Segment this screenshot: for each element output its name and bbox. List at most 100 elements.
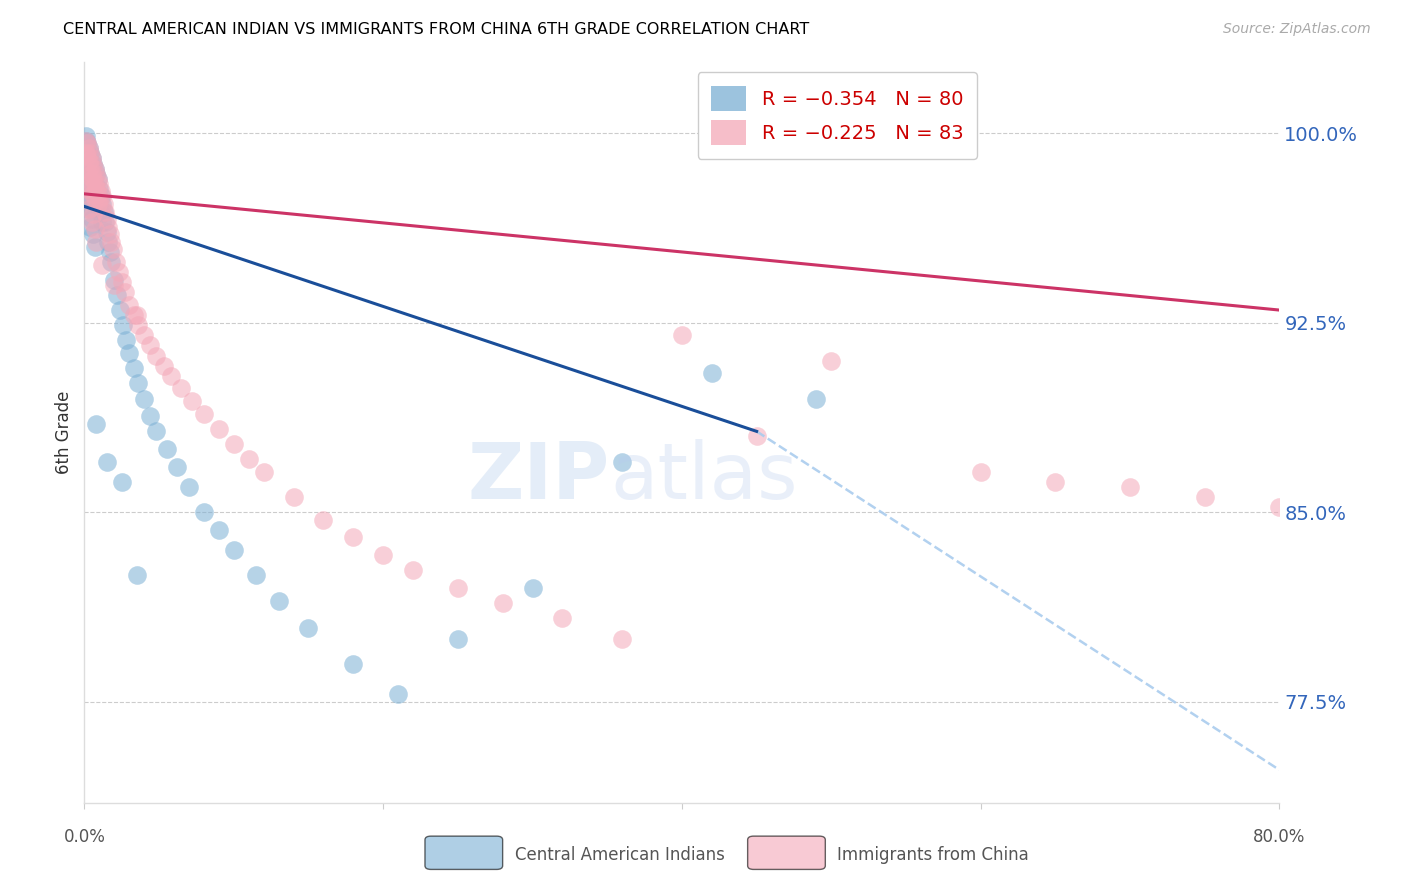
Point xyxy=(77,141,100,155)
Point xyxy=(98,227,121,242)
Point xyxy=(76,182,98,196)
Point xyxy=(76,164,98,178)
Point xyxy=(100,235,122,249)
Point xyxy=(101,243,124,257)
Point xyxy=(89,177,111,191)
Point xyxy=(132,392,156,406)
Point xyxy=(86,167,108,181)
Point xyxy=(115,334,138,348)
Point xyxy=(155,442,177,456)
Point xyxy=(79,174,101,188)
Point xyxy=(1268,500,1291,515)
FancyBboxPatch shape xyxy=(748,836,825,870)
Point xyxy=(447,632,470,646)
Text: ZIP: ZIP xyxy=(468,439,610,515)
Point xyxy=(90,199,112,213)
Point xyxy=(1194,490,1216,504)
Point xyxy=(79,219,101,234)
Point xyxy=(103,273,125,287)
Point xyxy=(80,182,103,196)
Point xyxy=(160,368,183,383)
Point xyxy=(447,581,470,595)
Point xyxy=(83,177,105,191)
Point xyxy=(118,346,141,360)
Point xyxy=(122,308,145,322)
Point xyxy=(177,480,200,494)
Point xyxy=(970,465,993,479)
Point xyxy=(83,161,105,176)
Point xyxy=(387,687,409,701)
Point xyxy=(91,189,114,203)
Point xyxy=(208,523,231,537)
Point xyxy=(87,171,110,186)
Point xyxy=(93,197,115,211)
Point xyxy=(91,258,114,272)
Point xyxy=(222,437,245,451)
Point xyxy=(75,146,97,161)
Point xyxy=(75,134,97,148)
Point xyxy=(82,156,104,170)
Point xyxy=(671,328,693,343)
Point xyxy=(77,189,100,203)
Point xyxy=(77,169,100,183)
Point xyxy=(166,459,188,474)
Point xyxy=(122,361,145,376)
Point xyxy=(208,422,231,436)
Point xyxy=(82,207,104,221)
Point xyxy=(402,563,425,577)
Point xyxy=(79,174,101,188)
Point xyxy=(97,235,120,249)
Point xyxy=(83,240,105,254)
Y-axis label: 6th Grade: 6th Grade xyxy=(55,391,73,475)
Point xyxy=(127,318,149,333)
Point xyxy=(90,207,112,221)
Point xyxy=(83,192,105,206)
Point xyxy=(87,186,110,201)
Point xyxy=(139,338,162,352)
Point xyxy=(87,171,110,186)
Point xyxy=(170,381,193,395)
Point xyxy=(193,407,215,421)
Point xyxy=(700,366,723,380)
Point xyxy=(77,153,100,168)
Point xyxy=(75,134,97,148)
Point xyxy=(125,308,148,322)
Point xyxy=(77,169,100,183)
Point xyxy=(107,265,129,279)
Point xyxy=(312,513,335,527)
Point xyxy=(806,392,828,406)
Point xyxy=(83,161,105,176)
Point xyxy=(75,128,97,143)
Point xyxy=(612,455,634,469)
Point xyxy=(79,146,101,161)
Point xyxy=(76,136,98,151)
Point xyxy=(80,152,103,166)
Point xyxy=(96,455,118,469)
Point xyxy=(82,186,104,201)
Point xyxy=(80,202,103,216)
Point xyxy=(77,153,100,168)
Point xyxy=(75,144,97,158)
Point xyxy=(245,568,267,582)
Point xyxy=(86,182,108,196)
Point xyxy=(820,353,842,368)
Point xyxy=(98,244,121,259)
Point xyxy=(83,222,105,236)
Legend: R = −0.354   N = 80, R = −0.225   N = 83: R = −0.354 N = 80, R = −0.225 N = 83 xyxy=(697,72,977,159)
Point xyxy=(612,632,634,646)
Point xyxy=(745,429,768,443)
Point xyxy=(193,505,215,519)
Point xyxy=(82,171,104,186)
Point xyxy=(82,186,104,201)
Point xyxy=(145,425,167,439)
Point xyxy=(91,197,114,211)
Point xyxy=(75,156,97,170)
Point xyxy=(125,568,148,582)
Text: atlas: atlas xyxy=(610,439,797,515)
Point xyxy=(86,197,108,211)
Point xyxy=(342,531,364,545)
Point xyxy=(267,593,290,607)
Point xyxy=(89,192,111,206)
Point xyxy=(80,212,103,227)
Point xyxy=(76,149,98,163)
